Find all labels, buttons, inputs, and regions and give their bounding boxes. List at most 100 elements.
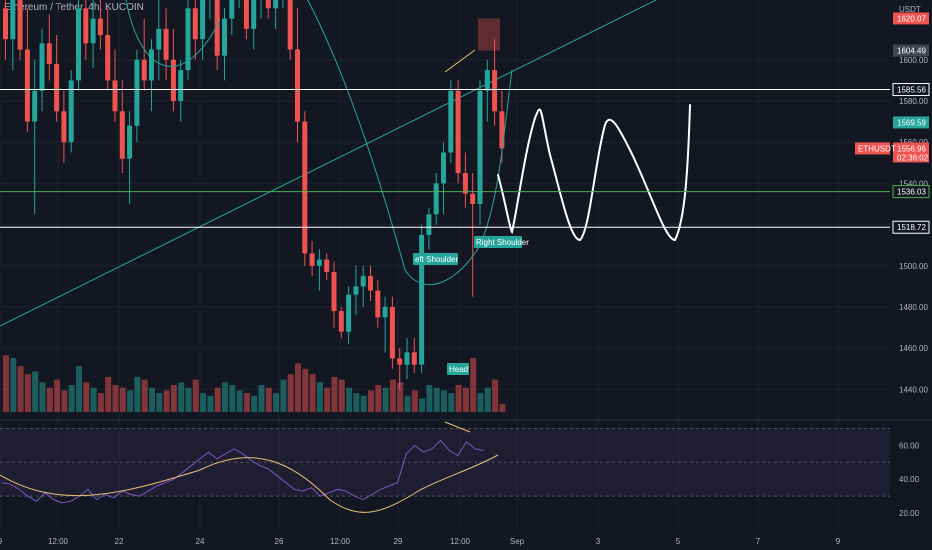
level-label: 1518.72	[897, 223, 926, 232]
volume-bar	[97, 393, 104, 412]
candle-body	[3, 8, 8, 40]
volume-bar	[229, 385, 236, 412]
level-label-box	[892, 83, 930, 97]
volume-bar	[54, 379, 61, 412]
candle-body	[46, 43, 52, 64]
candle-body	[251, 0, 257, 29]
candle-body	[433, 183, 439, 215]
candle-body	[419, 234, 425, 365]
rsi-tick-label: 20.00	[899, 509, 920, 518]
candle-body	[338, 311, 344, 332]
candle-body	[492, 70, 498, 112]
volume-bar	[251, 395, 258, 412]
candle-body	[178, 70, 184, 101]
candle-body	[404, 352, 410, 365]
candle-body	[214, 0, 220, 56]
volume-bar	[375, 385, 382, 412]
price-label: 1620.07	[897, 14, 926, 23]
rsi-tick-label: 40.00	[899, 475, 920, 484]
x-tick-label: 22	[115, 537, 124, 546]
volume-bar	[484, 387, 491, 412]
price-label-box	[893, 44, 929, 57]
candle-body	[156, 28, 162, 50]
candle-body	[316, 259, 322, 266]
volume-bar	[309, 374, 316, 412]
candle-body	[441, 152, 446, 184]
level-label-box	[892, 185, 930, 199]
candle-body	[324, 259, 330, 272]
volume-bar	[462, 387, 469, 412]
pattern-annotation: eft Shoulder	[415, 255, 458, 264]
x-tick-label: 9	[0, 537, 3, 546]
candle-body	[185, 8, 191, 71]
pattern-annotation-box	[447, 363, 469, 375]
volume-bar	[353, 393, 360, 412]
pattern-annotation-box	[474, 236, 522, 248]
volume-bar	[324, 387, 331, 412]
price-label-box	[893, 142, 929, 163]
candle-body	[17, 0, 23, 50]
candle-body	[229, 0, 235, 19]
volume-bar	[46, 387, 53, 412]
volume-bar	[10, 358, 17, 412]
candle-body	[105, 35, 111, 81]
volume-bar	[119, 387, 126, 412]
volume-bar	[17, 366, 24, 412]
volume-bar	[346, 387, 353, 412]
volume-bar	[185, 387, 192, 412]
x-tick-label: 3	[596, 537, 601, 546]
volume-bar	[236, 390, 243, 412]
candle-body	[149, 49, 154, 81]
candle-body	[470, 193, 476, 204]
candle-body	[170, 59, 176, 101]
pattern-annotation: Right Shoulder	[476, 238, 529, 247]
x-tick-label: 7	[756, 537, 761, 546]
volume-bar	[83, 382, 90, 412]
candle-body	[222, 18, 227, 56]
volume-bar	[163, 390, 170, 412]
volume-bar	[156, 393, 163, 412]
volume-bar	[411, 390, 418, 412]
volume-bar	[455, 385, 462, 412]
candle-body	[39, 43, 45, 91]
symbol-label-box	[855, 142, 890, 155]
candle-body	[243, 0, 249, 29]
volume-bar	[141, 379, 148, 412]
volume-bar	[3, 355, 9, 412]
candle-body	[302, 121, 308, 254]
volume-bar	[178, 382, 185, 412]
volume-bar	[470, 358, 477, 412]
volume-bar	[273, 393, 280, 412]
volume-bar	[280, 379, 287, 412]
candle-body	[97, 18, 103, 36]
volume-bar	[295, 363, 301, 412]
volume-bar	[426, 385, 433, 412]
pattern-annotation: Head	[449, 365, 468, 374]
price-label-sub: 02:36:02	[897, 153, 929, 162]
candle-body	[397, 358, 403, 365]
volume-bar	[149, 387, 155, 412]
candle-body	[448, 90, 454, 153]
rsi-line	[1, 439, 484, 504]
y-tick-label: 1440.00	[899, 385, 928, 394]
symbol-label: ETHUSDT	[858, 144, 896, 153]
candle-body	[389, 307, 395, 359]
x-tick-label: 12:00	[450, 537, 471, 546]
y-tick-label: 1580.00	[899, 97, 928, 106]
candle-body	[309, 253, 315, 266]
candle-body	[141, 59, 147, 81]
level-label: 1585.56	[897, 86, 926, 95]
candle-body	[200, 0, 206, 40]
level-label: 1536.03	[897, 188, 926, 197]
volume-bar	[433, 387, 440, 412]
volume-bar	[24, 374, 31, 412]
x-tick-label: Sep	[510, 537, 525, 546]
x-tick-label: 29	[394, 537, 403, 546]
volume-bar	[316, 382, 323, 412]
volume-bar	[382, 387, 389, 412]
candle-body	[295, 49, 300, 122]
y-tick-label: 1480.00	[899, 303, 928, 312]
candle-body	[90, 18, 96, 44]
